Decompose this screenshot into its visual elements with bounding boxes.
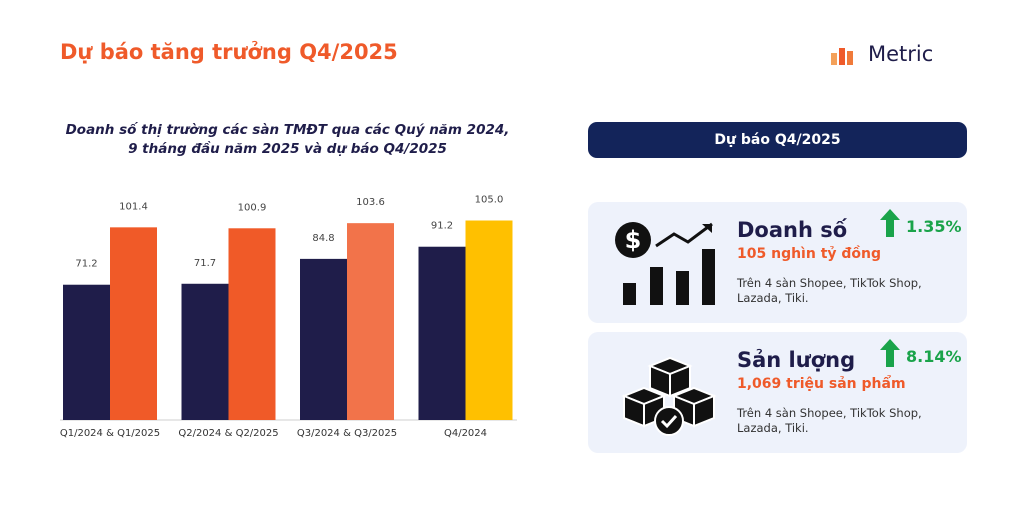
revenue-icon: $: [615, 222, 715, 305]
value-label: 100.9: [238, 202, 267, 213]
page-title: Dự báo tăng trưởng Q4/2025: [60, 40, 398, 64]
logo-icon: [831, 48, 853, 65]
value-label: 105.0: [475, 195, 504, 206]
value-label: 84.8: [312, 233, 334, 244]
card-value: 105 nghìn tỷ đồng: [737, 246, 882, 262]
value-label: 103.6: [356, 197, 385, 208]
card-change: 8.14%: [906, 347, 962, 366]
card-note: Trên 4 sàn Shopee, TikTok Shop, Lazada, …: [737, 276, 922, 305]
x-tick-label: Q2/2024 & Q2/2025: [178, 428, 278, 439]
bar: [63, 284, 110, 420]
x-tick-label: Q1/2024 & Q1/2025: [60, 428, 160, 439]
chart-title: Doanh số thị trường các sàn TMĐT qua các…: [65, 122, 510, 157]
card: $ Doanh số 105 nghìn tỷ đồng Trên 4 sàn …: [588, 202, 967, 323]
bar: [300, 258, 347, 420]
value-label: 71.2: [75, 259, 97, 270]
bar: [228, 228, 276, 420]
bar: [418, 246, 466, 420]
svg-text:$: $: [625, 226, 642, 254]
card-value: 1,069 triệu sản phẩm: [737, 376, 906, 392]
value-label: 101.4: [119, 201, 148, 212]
forecast-title: Dự báo Q4/2025: [588, 122, 967, 158]
card-note: Trên 4 sàn Shopee, TikTok Shop, Lazada, …: [737, 406, 922, 435]
volume-icon: [621, 356, 717, 436]
x-tick-label: Q3/2024 & Q3/2025: [297, 428, 397, 439]
bar: [465, 220, 513, 420]
value-label: 91.2: [431, 221, 453, 232]
card-title: Sản lượng: [737, 348, 856, 372]
x-tick-label: Q4/2024: [444, 428, 487, 439]
value-label: 71.7: [194, 258, 216, 269]
card: Sản lượng 1,069 triệu sản phẩm Trên 4 sà…: [588, 332, 967, 453]
card-title: Doanh số: [737, 218, 848, 242]
logo: Metric: [868, 42, 934, 66]
up-arrow: [880, 209, 900, 237]
bar: [347, 223, 394, 420]
chart: Q1/2024 & Q1/2025 71.2 101.4 Q2/2024 & Q2/2…: [60, 195, 517, 439]
bar: [181, 283, 229, 420]
card-change: 1.35%: [906, 217, 962, 236]
up-arrow: [880, 339, 900, 367]
bar: [110, 227, 157, 420]
